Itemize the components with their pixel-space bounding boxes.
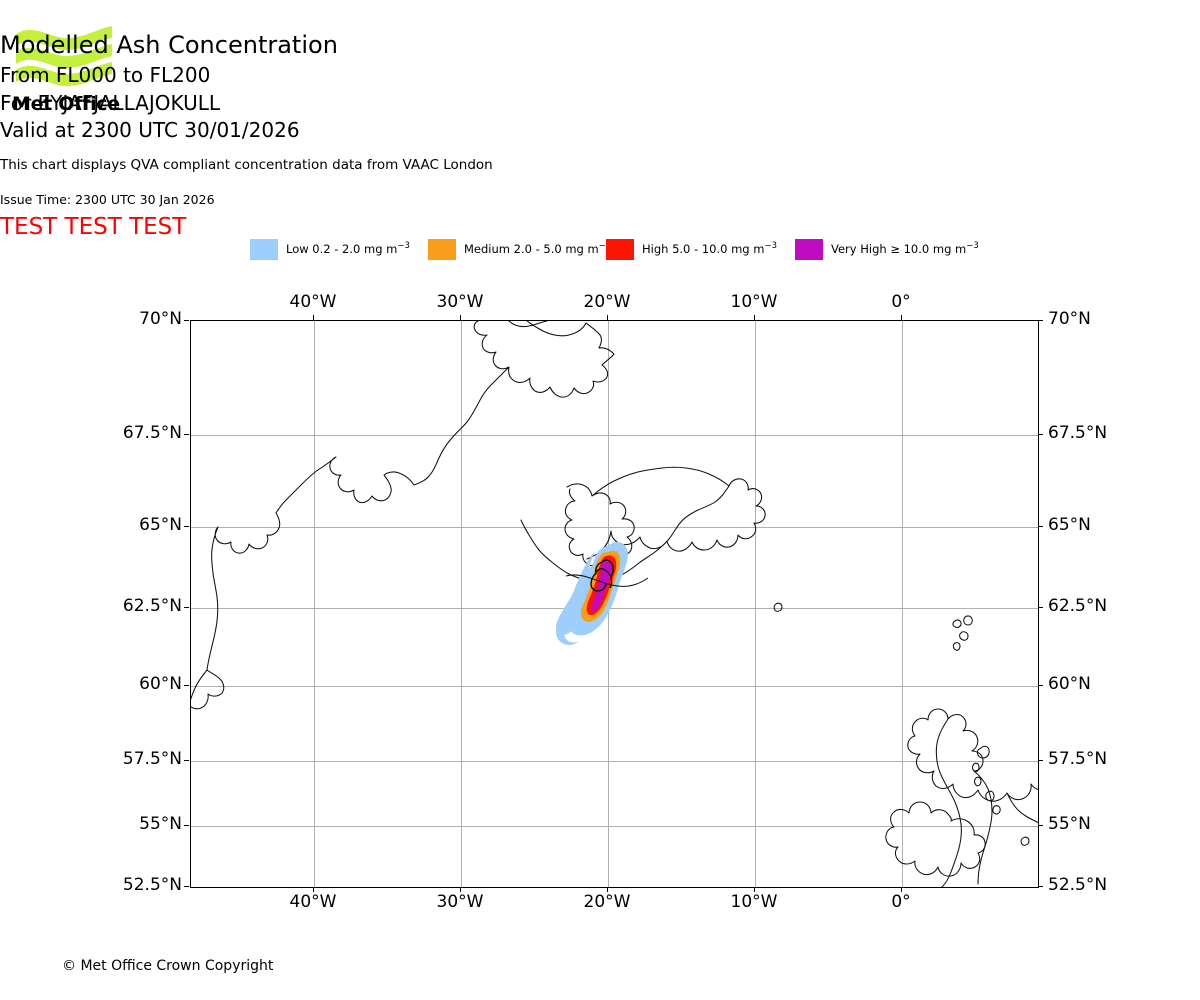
x-axis-tick-label-bottom: 20°W <box>583 892 631 912</box>
y-axis-tick-mark-right <box>1038 607 1043 608</box>
x-axis-tick-label-bottom: 0° <box>891 892 911 912</box>
y-axis-tick-label-right: 70°N <box>1048 309 1091 329</box>
ash-core-outline <box>590 559 614 592</box>
y-axis-tick-mark-right <box>1038 526 1043 527</box>
gridline-vertical <box>755 321 756 887</box>
y-axis-tick-mark-left <box>184 760 189 761</box>
y-axis-tick-label-right: 57.5°N <box>1048 749 1108 769</box>
x-axis-tick-label-top: 40°W <box>289 292 337 312</box>
x-axis-tick-label-top: 0° <box>891 292 911 312</box>
x-axis-tick-mark-bottom <box>313 887 314 892</box>
irish-sea-isles-coastline <box>1020 836 1030 846</box>
chart-title: Modelled Ash Concentration <box>0 31 338 59</box>
test-banner: TEST TEST TEST <box>0 214 187 240</box>
y-axis-tick-mark-right <box>1038 320 1043 321</box>
y-axis-tick-mark-right <box>1038 434 1043 435</box>
y-axis-tick-mark-left <box>184 886 189 887</box>
gridline-horizontal <box>191 608 1038 609</box>
greenland-coastline <box>191 321 615 710</box>
flight-level-subtitle: From FL000 to FL200 <box>0 63 211 87</box>
y-axis-tick-mark-right <box>1038 886 1043 887</box>
y-axis-tick-mark-left <box>184 825 189 826</box>
legend-swatch-low <box>250 239 278 260</box>
valid-time-subtitle: Valid at 2300 UTC 30/01/2026 <box>0 118 300 142</box>
y-axis-tick-mark-right <box>1038 685 1043 686</box>
x-axis-tick-mark-top <box>754 315 755 320</box>
x-axis-tick-label-bottom: 30°W <box>436 892 484 912</box>
ireland-coastline <box>885 801 986 877</box>
met-office-logo-text: Met Office <box>12 93 120 115</box>
ash-contour-very-high <box>592 559 612 613</box>
faroe-islands-coastline <box>952 615 973 651</box>
y-axis-tick-mark-right <box>1038 825 1043 826</box>
gridline-horizontal <box>191 826 1038 827</box>
volcano-subtitle: For EYJAFJALLAJOKULL <box>0 91 220 115</box>
x-axis-tick-mark-bottom <box>607 887 608 892</box>
y-axis-tick-label-right: 60°N <box>1048 674 1091 694</box>
x-axis-tick-mark-top <box>607 315 608 320</box>
y-axis-tick-label-right: 67.5°N <box>1048 423 1108 443</box>
gridline-vertical <box>902 321 903 887</box>
y-axis-tick-label-left: 70°N <box>139 309 182 329</box>
y-axis-tick-mark-right <box>1038 760 1043 761</box>
y-axis-tick-label-left: 67.5°N <box>122 423 182 443</box>
y-axis-tick-label-left: 60°N <box>139 674 182 694</box>
map-canvas <box>191 321 1038 887</box>
y-axis-tick-label-right: 62.5°N <box>1048 596 1108 616</box>
map-plot-area <box>190 320 1039 888</box>
y-axis-tick-label-left: 52.5°N <box>122 875 182 895</box>
iceland-south-shore-over-plume <box>565 574 649 587</box>
gridline-horizontal <box>191 435 1038 436</box>
concentration-legend: Low 0.2 - 2.0 mg m−3 Medium 2.0 - 5.0 mg… <box>250 239 1010 261</box>
legend-swatch-high <box>606 239 634 260</box>
legend-swatch-medium <box>428 239 456 260</box>
x-axis-tick-mark-top <box>901 315 902 320</box>
gridline-vertical <box>461 321 462 887</box>
gridline-vertical <box>314 321 315 887</box>
y-axis-tick-label-right: 65°N <box>1048 515 1091 535</box>
x-axis-tick-mark-bottom <box>460 887 461 892</box>
y-axis-tick-label-right: 55°N <box>1048 814 1091 834</box>
met-office-logo: Met Office <box>12 24 132 115</box>
y-axis-tick-label-left: 62.5°N <box>122 596 182 616</box>
x-axis-tick-mark-top <box>313 315 314 320</box>
y-axis-tick-label-right: 52.5°N <box>1048 875 1108 895</box>
great-britain-coastline <box>907 708 1038 887</box>
gridline-horizontal <box>191 686 1038 687</box>
legend-label-medium: Medium 2.0 - 5.0 mg m−3 <box>464 241 612 256</box>
x-axis-tick-mark-top <box>460 315 461 320</box>
y-axis-tick-mark-left <box>184 434 189 435</box>
qva-note: This chart displays QVA compliant concen… <box>0 157 493 173</box>
x-axis-tick-label-bottom: 10°W <box>730 892 778 912</box>
met-office-waves-icon <box>16 26 112 87</box>
y-axis-tick-mark-left <box>184 607 189 608</box>
legend-label-very-high: Very High ≥ 10.0 mg m−3 <box>831 241 979 256</box>
small-island-coastline <box>773 602 783 612</box>
y-axis-tick-mark-left <box>184 685 189 686</box>
copyright-notice: © Met Office Crown Copyright <box>62 958 274 974</box>
x-axis-tick-mark-bottom <box>901 887 902 892</box>
gridline-horizontal <box>191 527 1038 528</box>
x-axis-tick-label-top: 30°W <box>436 292 484 312</box>
y-axis-tick-label-left: 55°N <box>139 814 182 834</box>
legend-swatch-very-high <box>795 239 823 260</box>
y-axis-tick-mark-left <box>184 526 189 527</box>
x-axis-tick-label-bottom: 40°W <box>289 892 337 912</box>
ash-plume-contours <box>556 541 649 645</box>
x-axis-tick-mark-bottom <box>754 887 755 892</box>
y-axis-tick-mark-left <box>184 320 189 321</box>
gridline-horizontal <box>191 761 1038 762</box>
x-axis-tick-label-top: 10°W <box>730 292 778 312</box>
legend-label-high: High 5.0 - 10.0 mg m−3 <box>642 241 777 256</box>
hebrides-coastline <box>971 745 1001 815</box>
ash-contour-low-tail <box>556 564 602 635</box>
issue-time: Issue Time: 2300 UTC 30 Jan 2026 <box>0 192 215 207</box>
y-axis-tick-label-left: 65°N <box>139 515 182 535</box>
legend-label-low: Low 0.2 - 2.0 mg m−3 <box>286 241 410 256</box>
x-axis-tick-label-top: 20°W <box>583 292 631 312</box>
y-axis-tick-label-left: 57.5°N <box>122 749 182 769</box>
